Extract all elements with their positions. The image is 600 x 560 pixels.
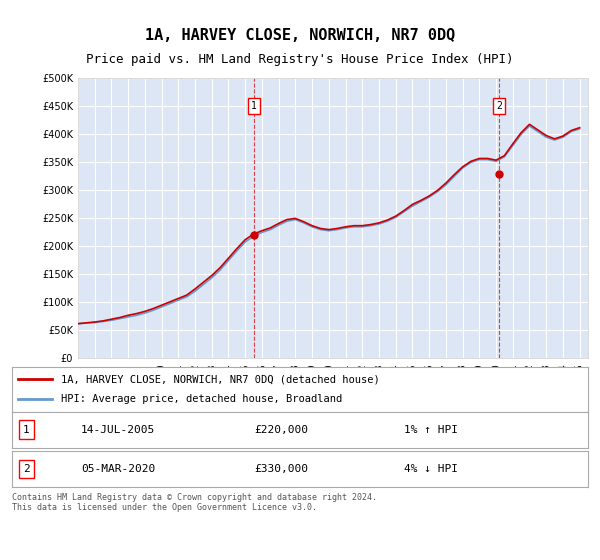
Text: 1A, HARVEY CLOSE, NORWICH, NR7 0DQ (detached house): 1A, HARVEY CLOSE, NORWICH, NR7 0DQ (deta…: [61, 374, 380, 384]
Text: £330,000: £330,000: [254, 464, 308, 474]
Text: 05-MAR-2020: 05-MAR-2020: [81, 464, 155, 474]
Text: Contains HM Land Registry data © Crown copyright and database right 2024.
This d: Contains HM Land Registry data © Crown c…: [12, 493, 377, 512]
Text: 1A, HARVEY CLOSE, NORWICH, NR7 0DQ: 1A, HARVEY CLOSE, NORWICH, NR7 0DQ: [145, 28, 455, 43]
Text: 14-JUL-2005: 14-JUL-2005: [81, 425, 155, 435]
Text: 1% ↑ HPI: 1% ↑ HPI: [404, 425, 458, 435]
Text: 2: 2: [23, 464, 30, 474]
Text: 1: 1: [23, 425, 30, 435]
Text: Price paid vs. HM Land Registry's House Price Index (HPI): Price paid vs. HM Land Registry's House …: [86, 53, 514, 66]
Text: 4% ↓ HPI: 4% ↓ HPI: [404, 464, 458, 474]
Text: HPI: Average price, detached house, Broadland: HPI: Average price, detached house, Broa…: [61, 394, 342, 404]
Text: £220,000: £220,000: [254, 425, 308, 435]
Text: 2: 2: [496, 101, 502, 111]
Text: 1: 1: [251, 101, 257, 111]
